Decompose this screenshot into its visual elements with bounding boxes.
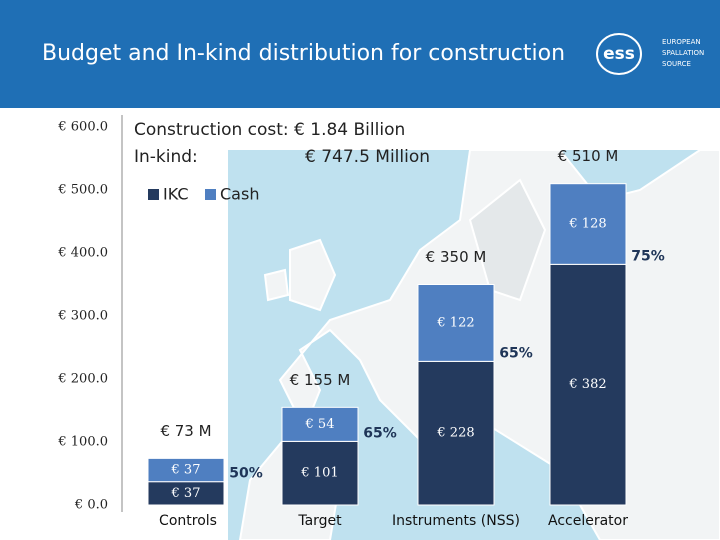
annotation: Construction cost: € 1.84 Billion bbox=[134, 120, 405, 140]
annotation: In-kind: bbox=[134, 147, 198, 167]
y-tick-label: € 100.0 bbox=[57, 435, 108, 450]
logo-mark: ess bbox=[603, 44, 635, 64]
x-tick-label: Controls bbox=[159, 513, 217, 529]
y-tick-label: € 0.0 bbox=[74, 498, 108, 513]
legend-label: IKC bbox=[163, 185, 189, 204]
bar-segment bbox=[549, 183, 627, 265]
share-label: 65% bbox=[499, 345, 533, 361]
total-label: € 510 M bbox=[558, 147, 619, 165]
legend-swatch bbox=[148, 189, 159, 200]
bar-segment bbox=[417, 360, 495, 506]
header-band bbox=[0, 0, 720, 108]
bar-segment bbox=[417, 284, 495, 362]
share-label: 50% bbox=[229, 466, 263, 482]
x-tick-label: Target bbox=[297, 513, 342, 529]
value-label: € 54 bbox=[305, 417, 335, 432]
total-label: € 350 M bbox=[426, 248, 487, 266]
x-tick-label: Accelerator bbox=[548, 513, 628, 529]
value-label: € 382 bbox=[568, 377, 606, 392]
bar-segment bbox=[281, 440, 359, 506]
value-label: € 128 bbox=[568, 217, 606, 232]
y-tick-label: € 600.0 bbox=[57, 120, 108, 135]
legend-label: Cash bbox=[220, 185, 259, 204]
value-label: € 101 bbox=[300, 466, 338, 481]
annotation: € 747.5 Million bbox=[305, 147, 430, 167]
value-label: € 122 bbox=[436, 315, 474, 330]
slide-title: Budget and In-kind distribution for cons… bbox=[42, 41, 565, 66]
legend-swatch bbox=[205, 189, 216, 200]
bar-segment bbox=[281, 406, 359, 442]
y-tick-label: € 200.0 bbox=[57, 372, 108, 387]
total-label: € 155 M bbox=[290, 371, 351, 389]
logo-text: EUROPEAN bbox=[662, 38, 701, 46]
bar-segment bbox=[549, 263, 627, 506]
total-label: € 73 M bbox=[160, 422, 211, 440]
x-tick-label: Instruments (NSS) bbox=[392, 513, 520, 529]
share-label: 75% bbox=[631, 248, 665, 264]
logo-text: SPALLATION bbox=[662, 49, 704, 57]
y-tick-label: € 500.0 bbox=[57, 183, 108, 198]
logo-ring bbox=[596, 33, 642, 75]
y-tick-label: € 400.0 bbox=[57, 246, 108, 261]
value-label: € 37 bbox=[171, 463, 201, 478]
value-label: € 37 bbox=[171, 486, 201, 501]
share-label: 65% bbox=[363, 425, 397, 441]
y-tick-label: € 300.0 bbox=[57, 309, 108, 324]
value-label: € 228 bbox=[436, 426, 474, 441]
logo-text: SOURCE bbox=[662, 60, 691, 68]
bar-segment bbox=[147, 457, 225, 483]
